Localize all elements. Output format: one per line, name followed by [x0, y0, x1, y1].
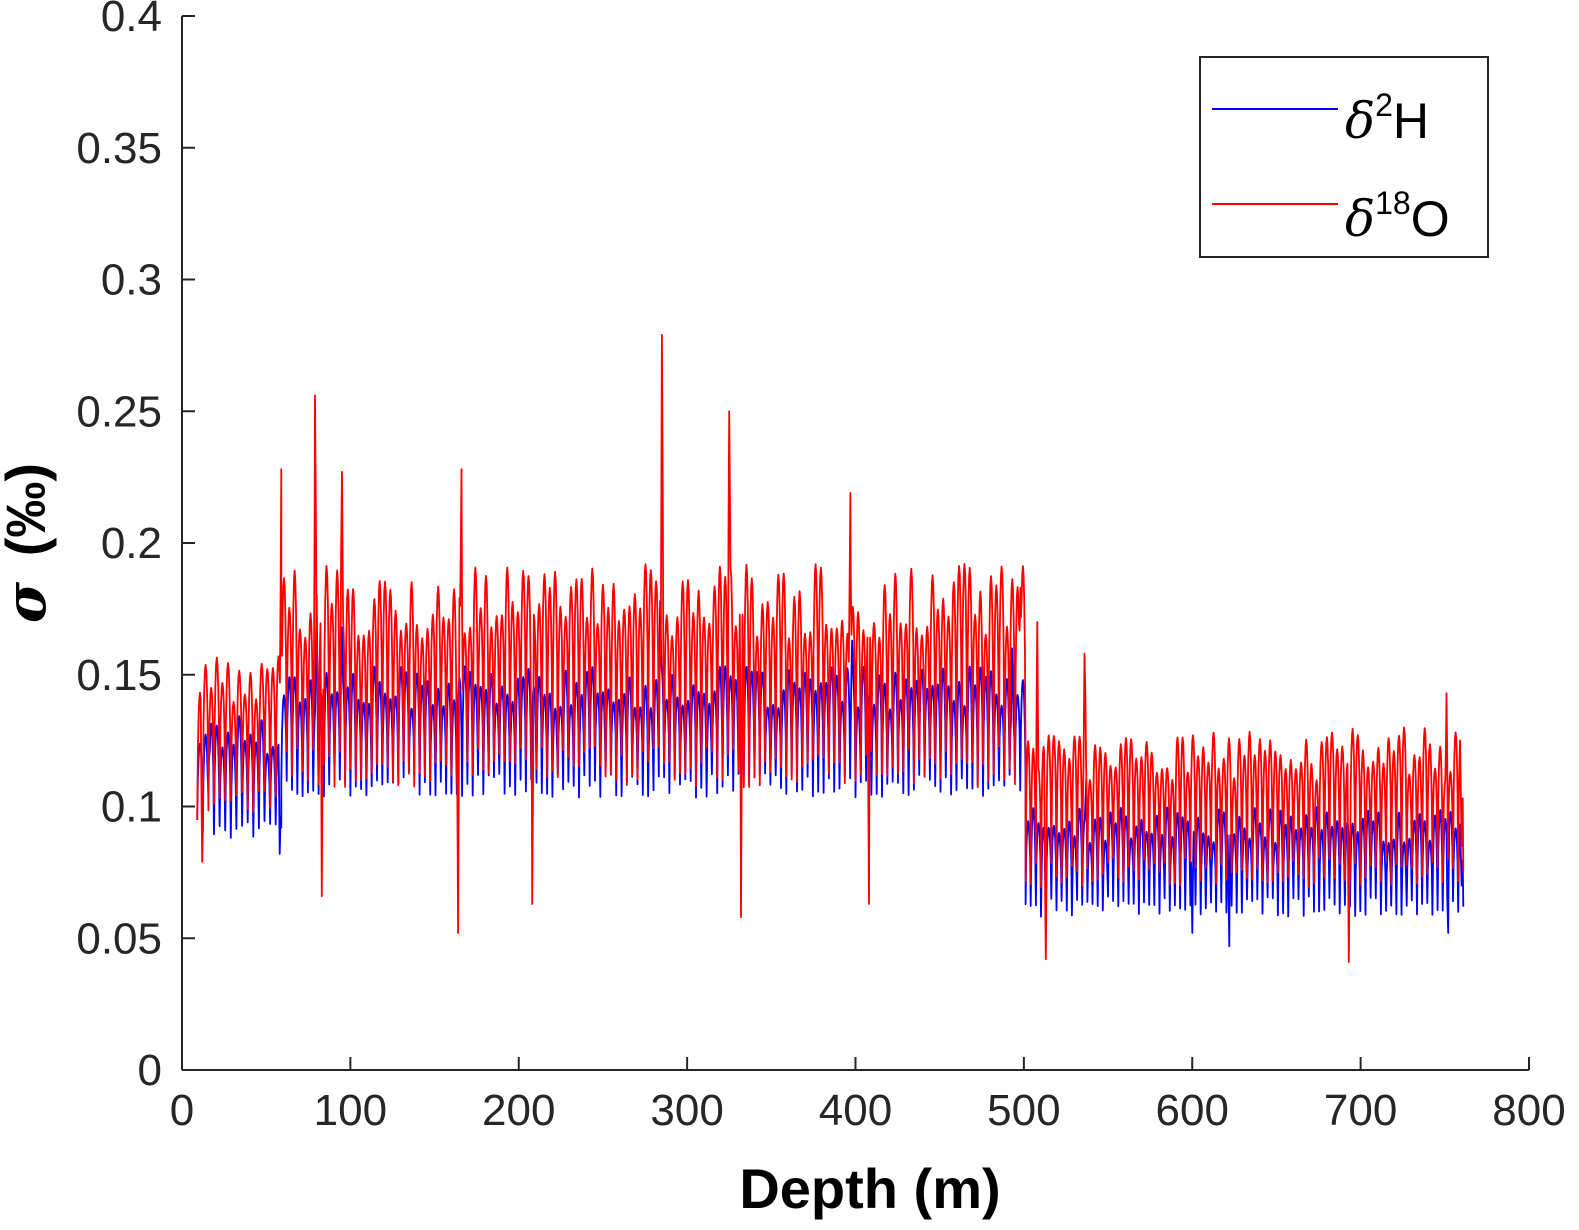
y-axis-title-symbol: σ — [0, 581, 59, 623]
x-tick-label: 600 — [1156, 1086, 1229, 1135]
y-tick-label: 0.3 — [101, 256, 162, 305]
x-axis-title: Depth (m) — [739, 1157, 1000, 1220]
x-tick-label: 500 — [987, 1086, 1060, 1135]
ticks: 0 100 200 300 400 500 600 700 800 0 0.05 0.1 0.15 0.2… — [76, 0, 1565, 1135]
svg-text:σ (‰): σ (‰) — [0, 463, 59, 623]
x-tick-label: 700 — [1324, 1086, 1397, 1135]
y-tick-label: 0.35 — [76, 124, 162, 173]
legend-label-d18o: δ18O — [1345, 185, 1450, 248]
y-tick-label: 0 — [138, 1046, 162, 1095]
series-layer — [196, 333, 1465, 963]
x-tick-label: 200 — [482, 1086, 555, 1135]
y-tick-label: 0.15 — [76, 651, 162, 700]
x-tick-label: 800 — [1492, 1086, 1565, 1135]
legend-box — [1199, 56, 1489, 258]
y-tick-label: 0.1 — [101, 783, 162, 832]
y-tick-label: 0.2 — [101, 519, 162, 568]
y-axis-title: σ (‰) — [0, 463, 59, 623]
y-axis-title-unit: (‰) — [0, 463, 57, 556]
x-tick-label: 400 — [819, 1086, 892, 1135]
x-tick-label: 0 — [170, 1086, 194, 1135]
y-tick-label: 0.4 — [101, 0, 162, 41]
legend: δ2H δ18O — [1199, 56, 1489, 258]
series-line-d18o — [196, 333, 1465, 963]
y-tick-label: 0.25 — [76, 387, 162, 436]
legend-label-d2h: δ2H — [1345, 87, 1429, 150]
x-tick-label: 100 — [314, 1086, 387, 1135]
y-tick-label: 0.05 — [76, 914, 162, 963]
x-tick-label: 300 — [650, 1086, 723, 1135]
